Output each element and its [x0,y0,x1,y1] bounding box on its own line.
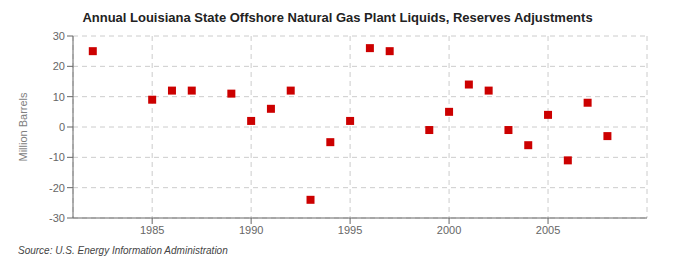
svg-text:-10: -10 [49,151,65,163]
svg-text:1995: 1995 [338,224,362,236]
svg-text:30: 30 [53,30,65,42]
svg-text:2005: 2005 [536,224,560,236]
svg-text:2000: 2000 [437,224,461,236]
svg-text:0: 0 [59,121,65,133]
html-text:Annual Louisiana State Offshor: Annual Louisiana State Offshore Natural … [82,10,593,25]
svg-text:20: 20 [53,60,65,72]
svg-text:1990: 1990 [239,224,263,236]
html-text:Source: U.S. Energy Informatio: Source: U.S. Energy Information Administ… [18,245,228,256]
svg-text:-20: -20 [49,182,65,194]
svg-text:10: 10 [53,91,65,103]
svg-text:-30: -30 [49,212,65,224]
svg-text:1985: 1985 [140,224,164,236]
svg-text:Million Barrels: Million Barrels [17,92,29,162]
